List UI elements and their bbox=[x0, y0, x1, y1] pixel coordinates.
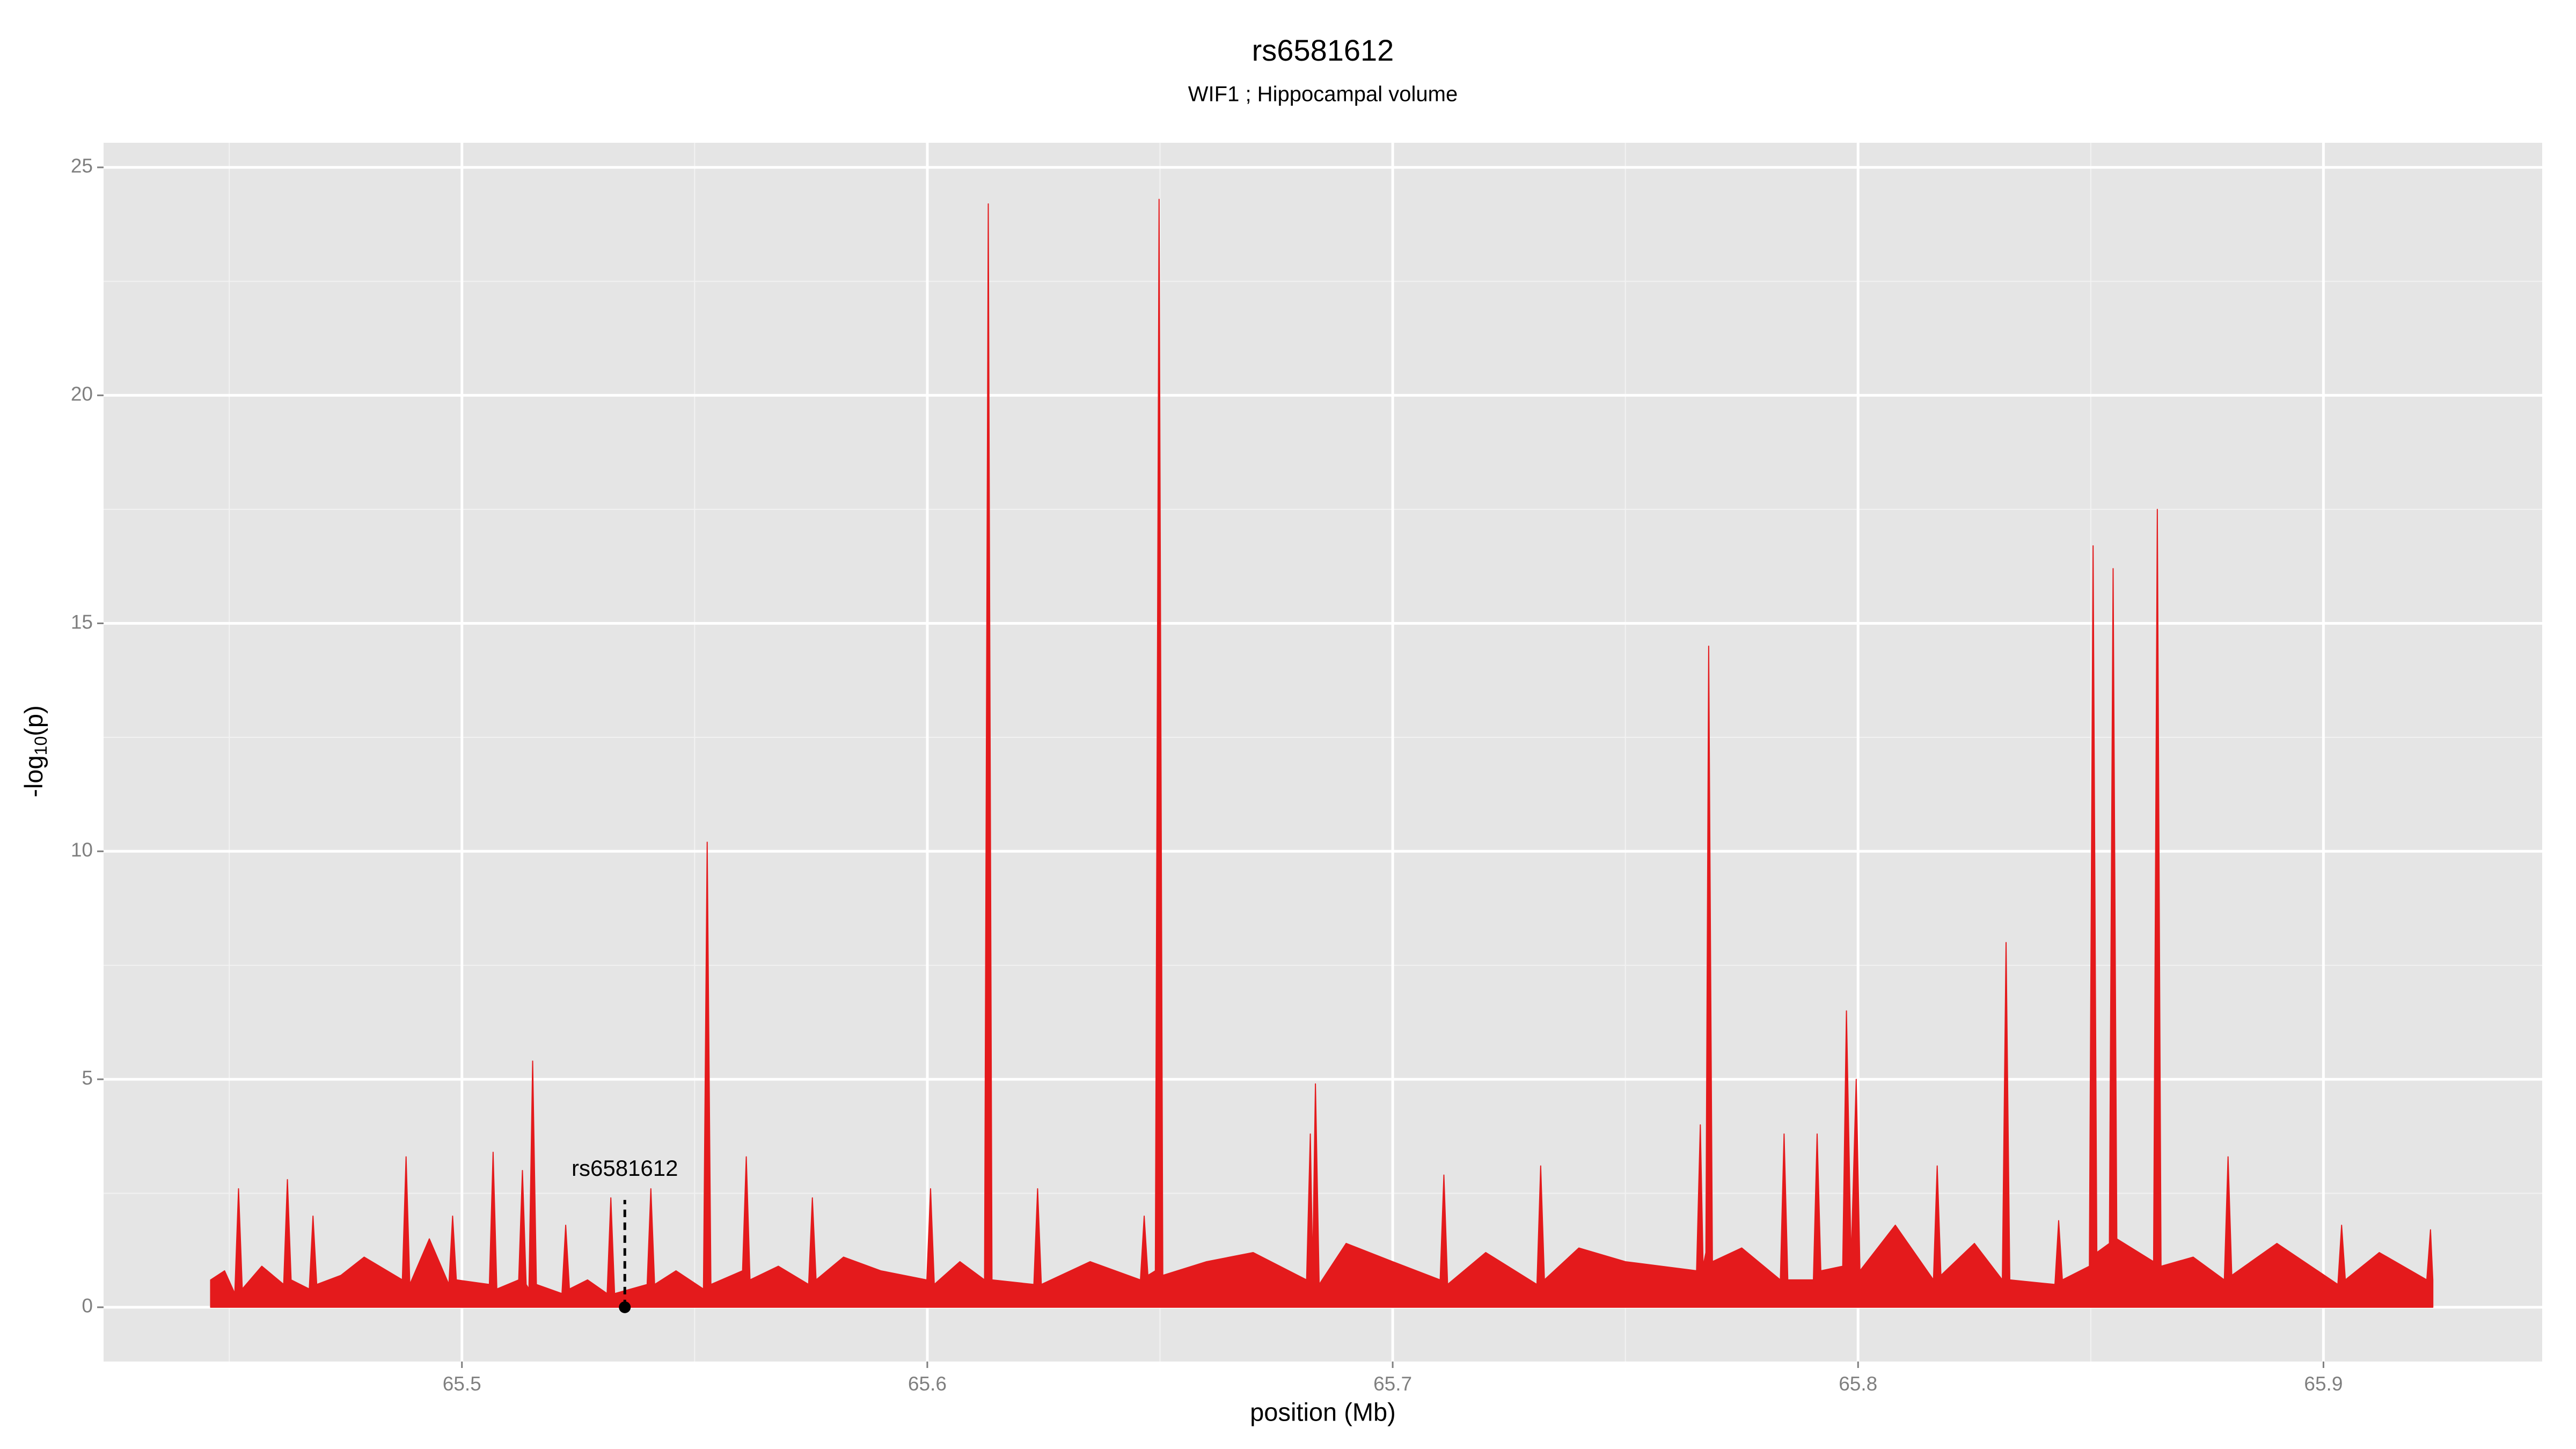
y-axis-label: -log10(p) bbox=[19, 705, 50, 797]
y-tick-label: 20 bbox=[71, 383, 93, 405]
x-tick-label: 65.8 bbox=[1839, 1373, 1877, 1395]
y-tick-label: 25 bbox=[71, 155, 93, 177]
x-tick-label: 65.9 bbox=[2304, 1373, 2343, 1395]
annotation-label: rs6581612 bbox=[572, 1155, 678, 1181]
y-tick-label: 5 bbox=[82, 1067, 93, 1089]
plot-panel bbox=[104, 143, 2542, 1362]
x-tick-label: 65.6 bbox=[908, 1373, 947, 1395]
y-label-part: -log bbox=[19, 755, 48, 797]
y-tick-label: 15 bbox=[71, 611, 93, 633]
y-tick-label: 10 bbox=[71, 839, 93, 861]
y-label-part: (p) bbox=[19, 705, 48, 736]
x-axis-label: position (Mb) bbox=[1250, 1397, 1396, 1426]
annotation-point bbox=[619, 1301, 631, 1313]
chart-title: rs6581612 bbox=[1252, 33, 1394, 67]
chart-subtitle: WIF1 ; Hippocampal volume bbox=[1188, 83, 1458, 106]
area bbox=[210, 199, 2434, 1308]
x-tick-label: 65.7 bbox=[1373, 1373, 1412, 1395]
y-tick-label: 0 bbox=[82, 1295, 93, 1317]
y-label-subscript: 10 bbox=[31, 736, 50, 756]
x-tick-label: 65.5 bbox=[443, 1373, 481, 1395]
